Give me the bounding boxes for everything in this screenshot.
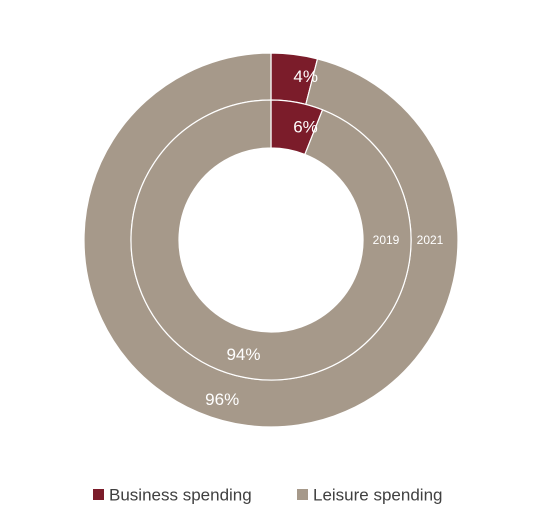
legend-swatch-business-spending: [93, 489, 104, 500]
donut-slices: [83, 52, 459, 428]
legend: Business spending Leisure spending: [93, 486, 442, 505]
legend-label-business-spending: Business spending: [109, 486, 252, 505]
data-label-2021-business-spending: 4%: [293, 67, 318, 86]
data-label-2019-business-spending: 6%: [293, 118, 318, 137]
donut-labels: 4% 96% 2021 6% 94% 2019: [205, 67, 444, 409]
legend-label-leisure-spending: Leisure spending: [313, 486, 442, 505]
data-label-2021-leisure-spending: 96%: [205, 390, 239, 409]
legend-swatch-leisure-spending: [297, 489, 308, 500]
slice-2019-leisure-spending: [130, 99, 412, 381]
data-label-2019-leisure-spending: 94%: [226, 345, 260, 364]
ring-label-2021: 2021: [417, 233, 444, 247]
ring-label-2019: 2019: [373, 233, 400, 247]
